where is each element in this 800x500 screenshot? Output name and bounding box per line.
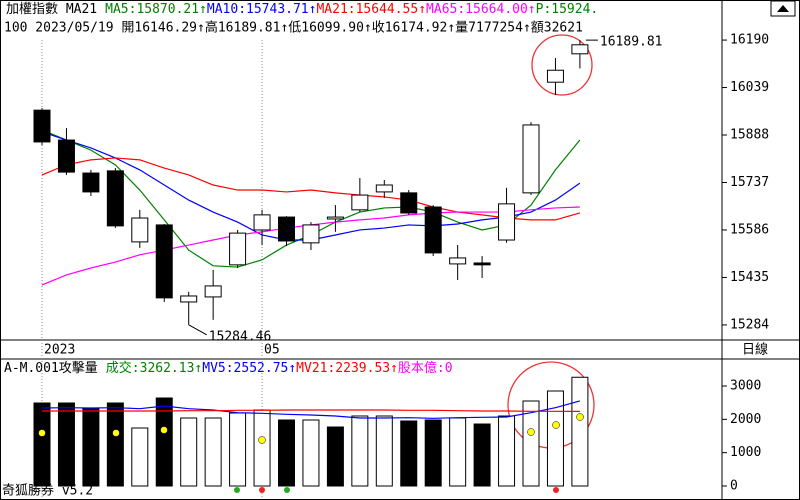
y-tick-label: 15586: [730, 222, 769, 237]
volume-header: A-M.001攻擊量 成交:3262.13↑MV5:2552.75↑MV21:22…: [4, 360, 453, 376]
candle-body: [351, 194, 369, 211]
period-label: 日線: [742, 342, 768, 358]
highlight-circle: [531, 34, 593, 96]
y-tick-label: 16039: [730, 80, 769, 95]
candle-body: [375, 184, 393, 193]
candle-body: [546, 69, 564, 83]
y-tick-label: 15737: [730, 175, 769, 190]
volume-bar: [204, 417, 222, 487]
volume-bar: [326, 426, 344, 487]
y-tick-label: 15888: [730, 128, 769, 143]
candle-body: [278, 216, 295, 242]
signal-dot: [112, 429, 120, 437]
volume-bar: [82, 408, 100, 487]
volume-bar: [253, 409, 271, 487]
candle-body: [131, 217, 149, 243]
volume-bar: [278, 419, 295, 487]
y-tick-label: 1000: [730, 445, 761, 460]
candle-body: [204, 285, 222, 298]
signal-dot: [527, 428, 535, 436]
indicator: MA5:15870.21↑: [105, 2, 207, 17]
candle-body: [522, 124, 540, 194]
volume-bar: [155, 397, 173, 487]
candle-body: [449, 257, 467, 265]
y-tick-label: 15284: [730, 317, 769, 332]
annotation: 15284.46: [209, 329, 272, 344]
signal-dot: [552, 421, 560, 429]
indicator: MV21:2239.53↑: [296, 361, 398, 376]
signal-dot: [284, 487, 290, 493]
volume-bar: [33, 402, 51, 487]
y-tick-label: 15435: [730, 270, 769, 285]
candle-body: [424, 206, 442, 254]
price-header: 加權指數 MA21 MA5:15870.21↑MA10:15743.71↑MA21…: [6, 2, 598, 17]
volume-bar: [131, 427, 149, 487]
signal-dot: [259, 487, 265, 493]
indicator: MA65:15664.00↑: [426, 2, 536, 17]
candle-body: [302, 224, 320, 244]
y-tick-label: 2000: [730, 412, 761, 427]
volume-bar: [473, 423, 491, 487]
volume-bar: [351, 415, 369, 487]
volume-bar: [571, 376, 589, 487]
signal-dot: [553, 487, 559, 493]
candle-body: [498, 203, 516, 241]
volume-bar: [180, 417, 198, 487]
candle-body: [33, 109, 51, 143]
indicator: 股本億:0: [398, 360, 453, 376]
signal-dot: [160, 426, 168, 434]
candle-body: [82, 172, 100, 193]
y-tick-label: 3000: [730, 379, 761, 394]
candle-body: [400, 192, 418, 214]
annotation: 16189.81: [600, 35, 663, 50]
candle-body: [571, 44, 589, 55]
signal-dots: [38, 413, 584, 493]
volume-bar: [400, 420, 418, 487]
volume-bar: [498, 415, 516, 487]
volume-bar: [106, 402, 124, 487]
scroll-arrow: [777, 5, 789, 12]
candle-body: [473, 262, 491, 266]
indicator: MA21:15644.55↑: [316, 2, 426, 17]
x-tick-label: 2023: [44, 343, 75, 358]
indicator: MV5:2552.75↑: [202, 361, 296, 376]
signal-dot: [576, 413, 584, 421]
volume-bar: [546, 390, 564, 487]
candle-body: [180, 295, 198, 303]
volume-bar: [229, 412, 247, 487]
volume-bar: [302, 419, 320, 487]
price-subtitle: 100 2023/05/19 開16146.29↑高16189.81↑低1609…: [4, 20, 583, 36]
price-title: 加權指數 MA21: [6, 2, 97, 17]
moving-average-line: [41, 400, 581, 419]
signal-dot: [258, 436, 266, 444]
volume-bar: [424, 419, 442, 487]
candle-body: [253, 214, 271, 231]
signal-dot: [234, 487, 240, 493]
candle-body: [229, 232, 247, 266]
indicator: 成交:3262.13↑: [106, 360, 202, 376]
volume-bar: [375, 415, 393, 487]
indicator: P:15924.: [536, 2, 599, 17]
volume-bar: [449, 417, 467, 487]
volume-title: A-M.001攻擊量: [4, 360, 98, 376]
indicator: MA10:15743.71↑: [207, 2, 317, 17]
candle-body: [106, 170, 124, 227]
volume-bar: [57, 402, 75, 487]
y-tick-label: 0: [730, 479, 738, 494]
candle-body: [57, 139, 75, 173]
y-tick-label: 16190: [730, 33, 769, 48]
signal-dot: [38, 429, 46, 437]
candle-body: [155, 224, 173, 299]
volume-bar: [522, 400, 540, 487]
annotation-leader: [188, 324, 207, 336]
moving-average-line: [41, 157, 581, 221]
candle-body: [326, 216, 344, 220]
moving-average-line: [42, 409, 580, 412]
x-tick-label: 05: [264, 343, 280, 358]
